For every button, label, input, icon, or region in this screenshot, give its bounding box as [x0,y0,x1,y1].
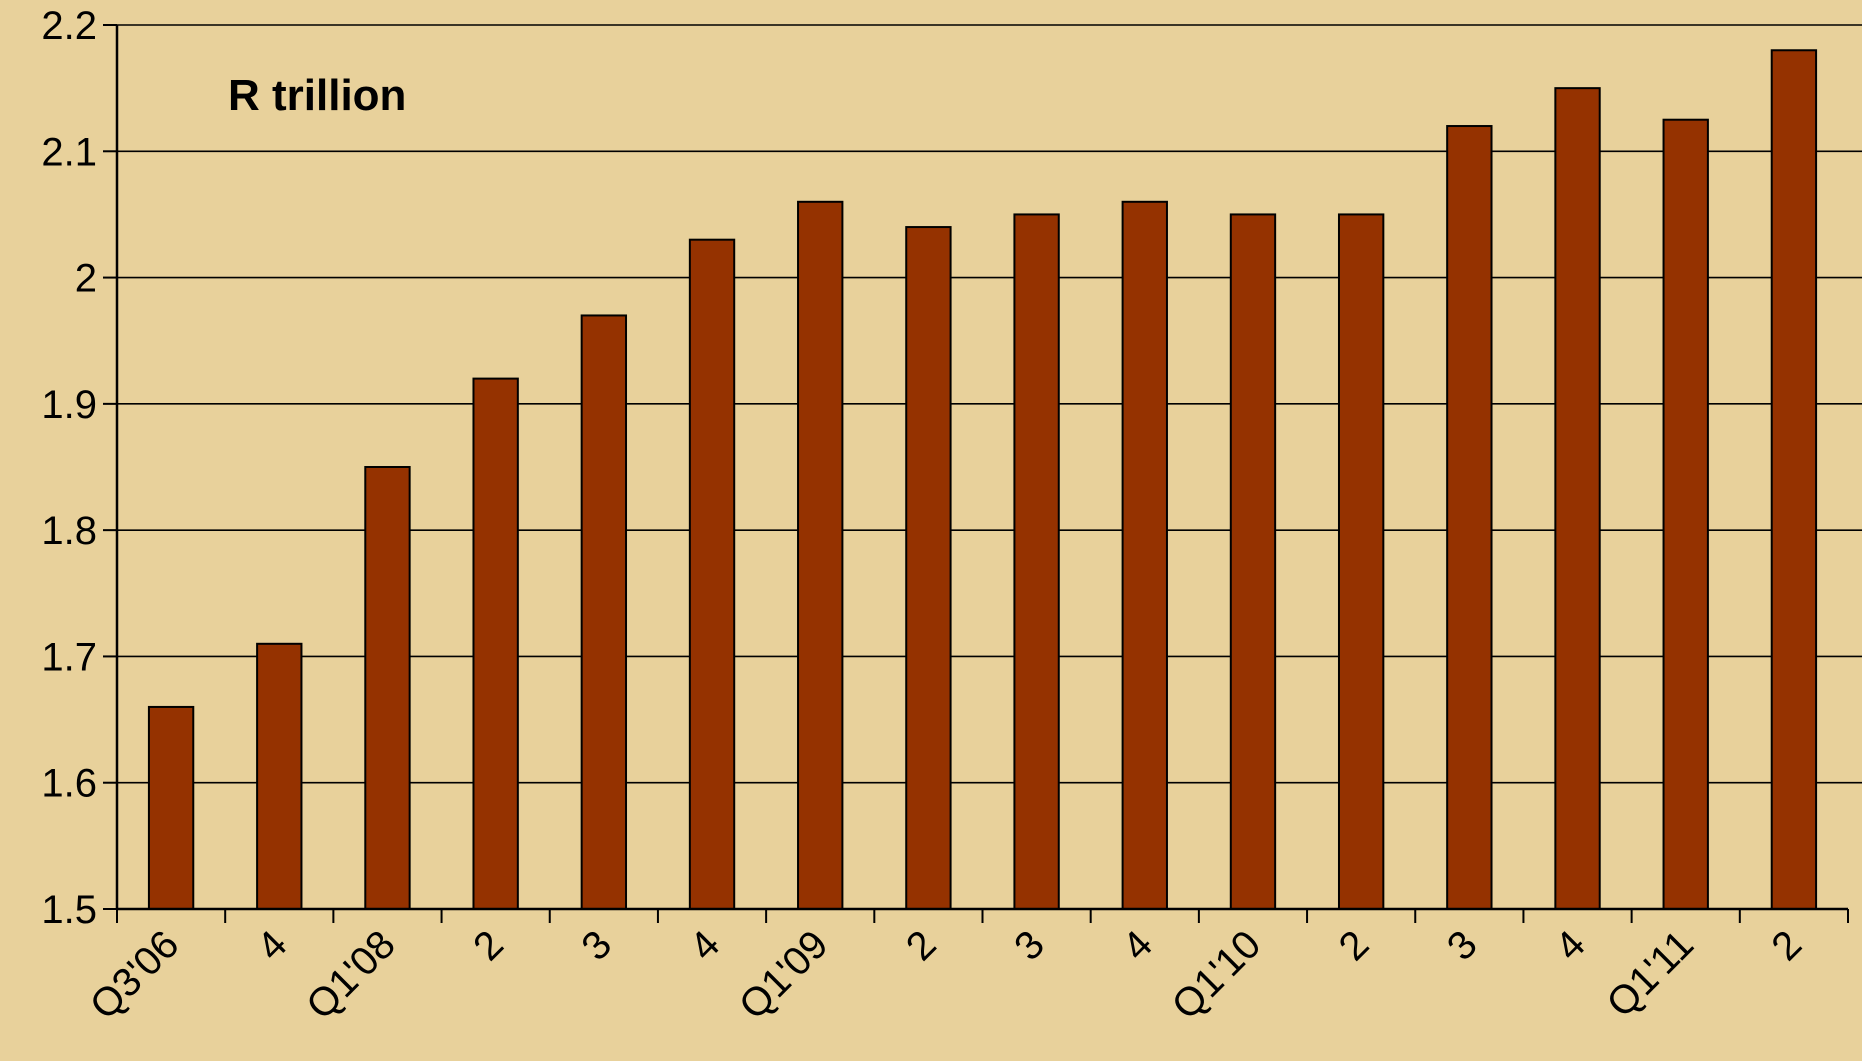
bar [472,377,519,911]
bars [147,49,1818,911]
x-tick-label: 3 [1006,922,1053,969]
y-tick-label: 1.9 [41,383,97,427]
y-tick-labels: 1.5 1.6 1.7 1.8 1.9 2 2.1 2.2 [41,4,97,932]
y-tick-label: 1.6 [41,762,97,806]
y-tick-label: 2.1 [41,130,97,174]
bar [1121,200,1168,911]
x-tick-label: Q1'08 [298,922,404,1028]
y-tick-label: 2 [75,257,97,301]
x-tick-labels: Q3'06 4 Q1'08 2 3 4 Q1'09 2 3 4 Q1'10 2 3 4 Q1'11 2 [82,922,1811,1028]
x-tick-label: 2 [465,922,512,969]
bar [1337,213,1385,910]
bar [1229,213,1277,910]
bar [797,200,844,911]
bar [147,705,195,911]
bar [364,466,411,910]
x-tick-label: 3 [1439,922,1486,969]
bar [1554,87,1601,910]
x-tick-label: 4 [1547,922,1594,969]
bar [256,642,303,910]
x-tick-label: 2 [898,922,945,969]
axes [103,24,1849,923]
y-tick-label: 1.5 [41,888,97,932]
x-tick-label: 2 [1763,922,1810,969]
x-tick-label: 4 [249,922,296,969]
y-tick-label: 2.2 [41,4,97,48]
x-tick-label: 4 [682,922,729,969]
y-tick-label: 1.7 [41,635,97,679]
x-tick-label: 2 [1331,922,1378,969]
bar [688,238,736,910]
x-tick-label: 4 [1114,922,1161,969]
chart-title: R trillion [228,71,406,120]
x-tick-label: Q1'10 [1164,922,1270,1028]
bar [580,314,628,910]
y-tick-label: 1.8 [41,509,97,553]
x-tick-label: Q3'06 [82,922,188,1028]
bar [905,226,952,911]
bar [1662,118,1709,910]
bar [1446,125,1493,911]
x-tick-label: Q1'09 [731,922,837,1028]
bar [1013,213,1060,910]
x-tick-label: 3 [573,922,620,969]
bar [1770,49,1818,910]
x-tick-label: Q1'11 [1598,922,1702,1026]
